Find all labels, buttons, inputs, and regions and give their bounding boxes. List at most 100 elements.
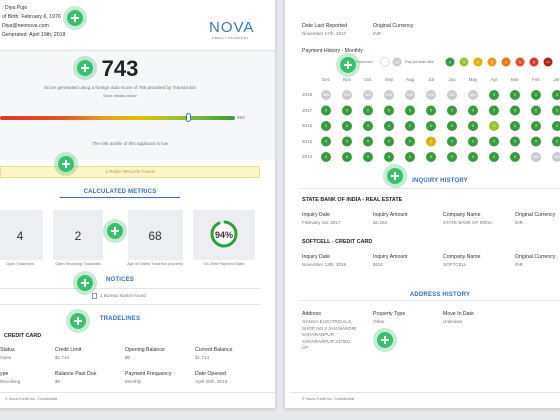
- metric-caption: Age of Oldest Tradeline (months): [127, 262, 183, 266]
- report-generated: Generated: April 19th, 2018: [2, 32, 66, 38]
- field-value: April 20th, 2013: [195, 379, 228, 384]
- payment-status: [510, 121, 520, 131]
- field-value: November 17th, 2017: [302, 31, 347, 36]
- field-label: Original Currency: [515, 254, 556, 260]
- payment-status-label: N/A: [470, 93, 477, 97]
- payment-status: [531, 136, 541, 147]
- payment-status-label: 0: [430, 155, 432, 159]
- payment-status: [363, 90, 373, 100]
- payment-status-label: N/A: [428, 93, 435, 97]
- payment-status-label: 0: [535, 140, 537, 144]
- divider: [0, 50, 275, 51]
- payment-status: [321, 152, 331, 162]
- payment-status: [531, 90, 541, 100]
- section-title: CALCULATED METRICS: [83, 189, 157, 195]
- hotspot[interactable]: [107, 223, 123, 239]
- month-label: Sep: [384, 77, 394, 82]
- field-value: $152: [373, 262, 384, 267]
- payment-status: [552, 121, 560, 131]
- payment-status-label: 0: [367, 155, 369, 159]
- payment-status-label: 0: [346, 155, 348, 159]
- payment-status-label: 0: [346, 124, 348, 128]
- payment-status-label: 0: [451, 140, 453, 144]
- hotspot[interactable]: [77, 275, 93, 291]
- field-label: ype: [0, 371, 9, 377]
- account-title: CREDIT CARD: [4, 333, 42, 339]
- section-title: NOTICES: [105, 277, 135, 283]
- payment-status-label: N/A: [386, 93, 393, 97]
- legend-label: 6: [533, 60, 535, 64]
- payment-status: [405, 90, 415, 100]
- payment-status-label: 0: [493, 140, 495, 144]
- payment-status-label: 0: [430, 124, 432, 128]
- payment-status: [552, 90, 560, 100]
- payment-status: [447, 121, 457, 131]
- payment-status: [468, 121, 478, 131]
- legend-label: 1: [463, 60, 465, 64]
- month-label: Feb: [532, 77, 540, 82]
- field-label: Inquiry Amount: [373, 254, 408, 260]
- field-value: $2,284: [373, 220, 388, 225]
- payment-status-label: 0: [514, 93, 516, 97]
- payment-status: [342, 105, 352, 116]
- inquiry-title: SOFTCELL - CREDIT CARD: [302, 239, 373, 245]
- payment-status-label: N/A: [365, 93, 372, 97]
- footer: © Nova Credit Inc. Confidential: [302, 397, 355, 401]
- month-label: Dec: [321, 77, 331, 82]
- field-label: Company Name: [443, 254, 481, 260]
- legend-swatch: [459, 57, 469, 67]
- field-value: INR: [515, 262, 523, 267]
- hotspot[interactable]: [77, 60, 93, 76]
- field-label: Move In Date: [443, 311, 474, 317]
- public-records: 1 Public Records Found: [105, 169, 155, 174]
- payment-status: [510, 136, 520, 147]
- payment-status: [447, 136, 457, 147]
- payment-status: [384, 136, 394, 147]
- legend-swatch: [543, 57, 553, 67]
- payment-status-label: 0: [493, 155, 495, 159]
- applicant-birth: of Birth: February 6, 1976: [2, 14, 61, 20]
- field-value: Open: [0, 355, 12, 360]
- payment-status: [384, 105, 394, 116]
- hotspot[interactable]: [340, 57, 356, 73]
- payment-status: [321, 90, 331, 100]
- metric-caption: On-Time Payment Ratio: [203, 262, 245, 266]
- hotspot[interactable]: [387, 168, 403, 184]
- legend-label: Pay periods late: [405, 59, 434, 64]
- year-label: 2014: [302, 154, 313, 159]
- payment-status-label: 0: [493, 93, 495, 97]
- applicant-name: : Diya Pujo: [2, 5, 28, 11]
- payment-status: [321, 136, 331, 147]
- field-value: $0: [55, 379, 61, 384]
- payment-status: [363, 152, 373, 162]
- month-label: Oct: [364, 77, 372, 82]
- month-label: Jun: [448, 77, 456, 82]
- payment-status: [363, 105, 373, 116]
- metric-card: [53, 210, 103, 260]
- payment-status: [342, 152, 352, 162]
- month-label: Apr: [490, 77, 498, 82]
- hotspot[interactable]: [70, 313, 86, 329]
- address-line: SAHARANPUR: [302, 332, 334, 337]
- metric-value: 68: [148, 229, 162, 243]
- year-label: 2015: [302, 138, 313, 144]
- payment-status-label: 0: [472, 109, 474, 113]
- legend-label: 5: [519, 60, 521, 64]
- hotspot[interactable]: [67, 10, 83, 26]
- payment-status: [342, 90, 352, 100]
- hotspot[interactable]: [377, 332, 393, 348]
- payment-status-label: 0: [409, 140, 411, 144]
- payment-status-label: 0: [325, 140, 327, 144]
- metric-value: 2: [74, 229, 82, 243]
- field-value: INR: [515, 220, 523, 225]
- payment-status: [447, 152, 457, 162]
- payment-status-label: 0: [556, 109, 558, 113]
- hotspot[interactable]: [58, 156, 74, 172]
- payment-status-label: 0: [388, 109, 390, 113]
- payment-status-label: 0: [472, 155, 474, 159]
- payment-status-label: 0: [409, 124, 411, 128]
- risk-profile: The risk profile of this applicant is lo…: [91, 141, 169, 146]
- legend-swatch: [515, 57, 525, 67]
- legend-swatch: [380, 57, 390, 67]
- payment-status: [321, 121, 331, 131]
